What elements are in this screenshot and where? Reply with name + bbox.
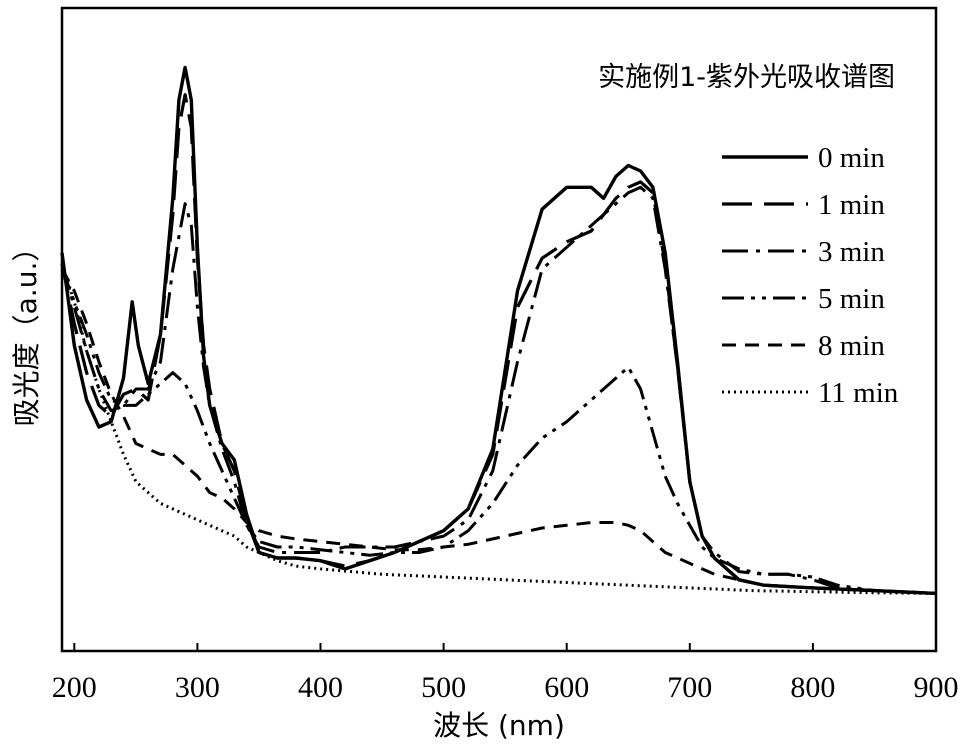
plot-frame	[60, 6, 938, 653]
x-tick-label: 500	[421, 671, 466, 704]
series-line-0	[60, 65, 937, 596]
series-line-3	[60, 268, 937, 595]
series-line-5	[60, 263, 937, 595]
chart-title: 实施例1-紫外光吸收谱图	[598, 62, 895, 93]
legend-label-0: 0 min	[818, 142, 885, 174]
legend: 0 min 1 min 3 min 5 min 8 min 11 min	[722, 142, 899, 409]
x-tick-label: 800	[790, 671, 835, 704]
legend-label-2: 3 min	[818, 236, 885, 268]
x-tick-label: 700	[667, 671, 712, 704]
legend-label-3: 5 min	[818, 283, 885, 315]
legend-label-4: 8 min	[818, 330, 885, 362]
series-line-1	[60, 93, 937, 595]
legend-label-1: 1 min	[818, 189, 885, 221]
x-tick-label: 400	[298, 671, 343, 704]
series-line-2	[60, 185, 937, 595]
x-axis-title: 波长 (nm)	[433, 709, 565, 742]
x-tick-label: 900	[914, 671, 959, 704]
series-line-4	[60, 268, 937, 595]
legend-label-5: 11 min	[818, 377, 899, 409]
x-tick-label: 300	[175, 671, 220, 704]
x-tick-label: 200	[52, 671, 97, 704]
x-axis-ticks: 200 300 400 500 600 700 800 900	[52, 643, 959, 704]
y-axis-title: 吸光度（a.u.）	[10, 234, 43, 427]
series-group	[60, 65, 937, 596]
x-tick-label: 600	[544, 671, 589, 704]
